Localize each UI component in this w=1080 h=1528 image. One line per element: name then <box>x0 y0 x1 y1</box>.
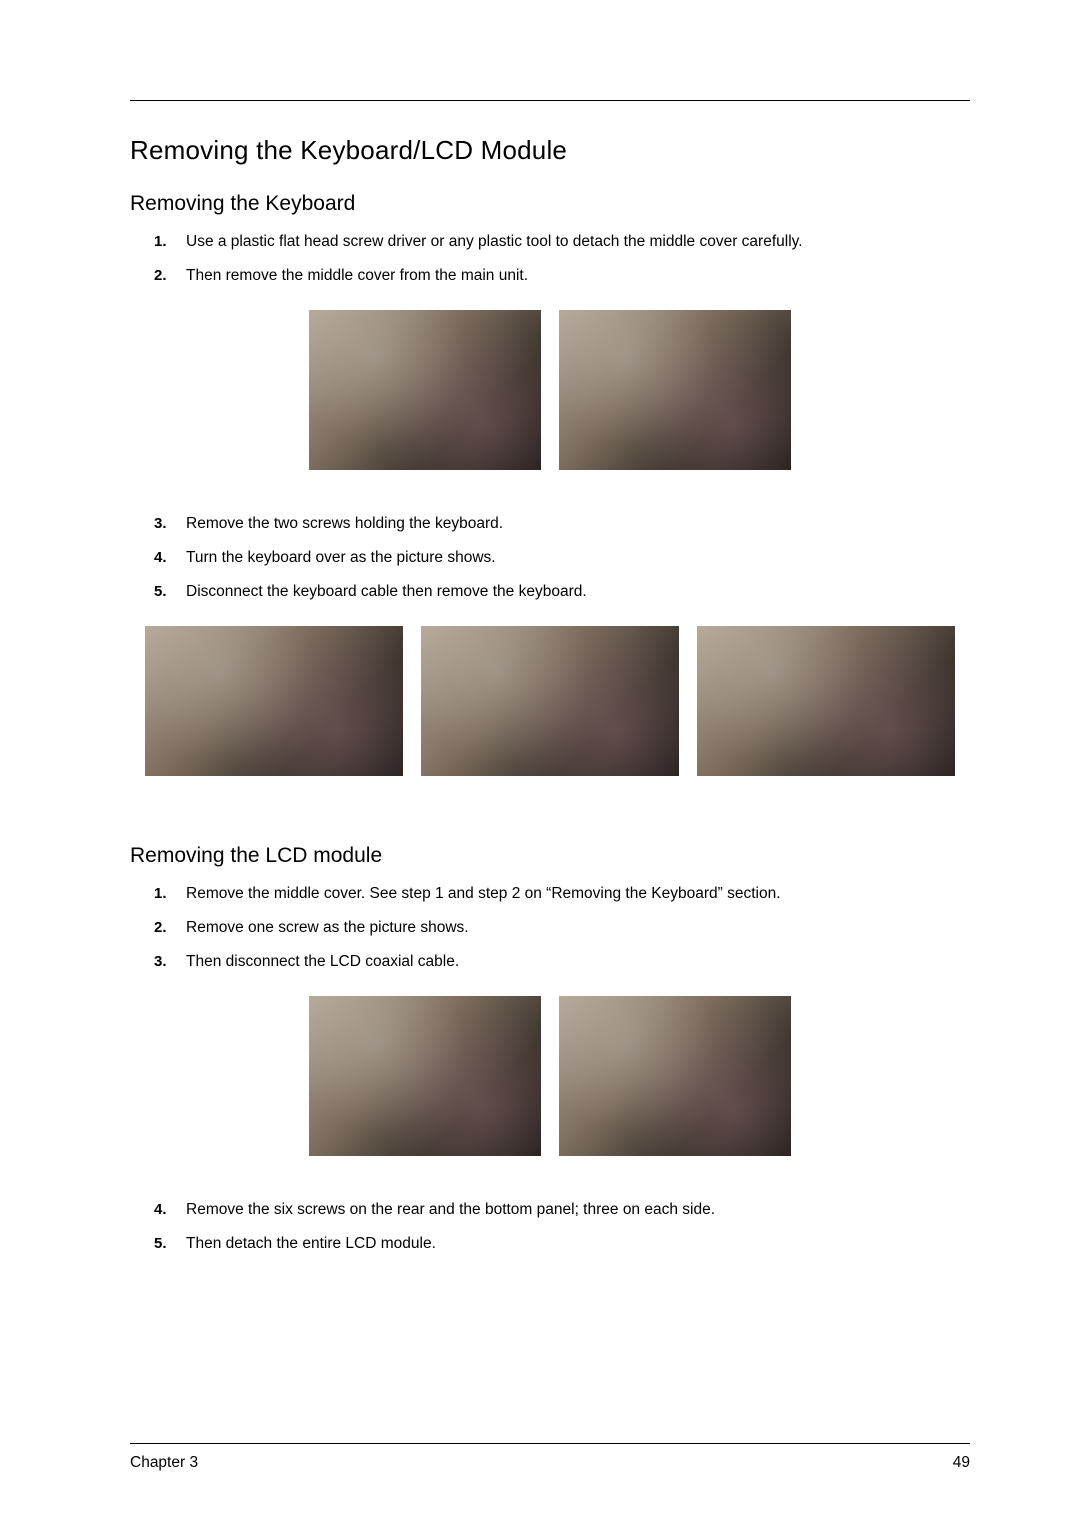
list-item: 3. Then disconnect the LCD coaxial cable… <box>186 950 970 974</box>
page-footer: Chapter 3 49 <box>130 1443 970 1472</box>
list-item: 5. Then detach the entire LCD module. <box>186 1232 970 1256</box>
top-rule <box>130 100 970 101</box>
step-text: Then disconnect the LCD coaxial cable. <box>186 953 459 970</box>
step-number: 1. <box>154 230 167 253</box>
section-gap <box>130 818 970 844</box>
page-title: Removing the Keyboard/LCD Module <box>130 135 970 166</box>
steps-list-1b: 3. Remove the two screws holding the key… <box>130 512 970 604</box>
steps-list-1a: 1. Use a plastic flat head screw driver … <box>130 230 970 288</box>
instruction-photo <box>309 310 541 470</box>
step-text: Turn the keyboard over as the picture sh… <box>186 549 496 566</box>
instruction-photo <box>559 310 791 470</box>
step-text: Remove the two screws holding the keyboa… <box>186 515 503 532</box>
step-text: Then remove the middle cover from the ma… <box>186 267 528 284</box>
step-text: Use a plastic flat head screw driver or … <box>186 233 803 250</box>
image-row-1a <box>130 310 970 470</box>
step-text: Remove the six screws on the rear and th… <box>186 1201 715 1218</box>
step-number: 3. <box>154 950 167 973</box>
step-number: 5. <box>154 580 167 603</box>
step-number: 5. <box>154 1232 167 1255</box>
step-text: Then detach the entire LCD module. <box>186 1235 436 1252</box>
instruction-photo <box>145 626 403 776</box>
list-item: 1. Remove the middle cover. See step 1 a… <box>186 882 970 906</box>
step-number: 2. <box>154 916 167 939</box>
instruction-photo <box>697 626 955 776</box>
step-number: 3. <box>154 512 167 535</box>
image-row-1b <box>130 626 970 776</box>
footer-page-number: 49 <box>953 1454 970 1472</box>
step-number: 2. <box>154 264 167 287</box>
list-item: 1. Use a plastic flat head screw driver … <box>186 230 970 254</box>
steps-list-2a: 1. Remove the middle cover. See step 1 a… <box>130 882 970 974</box>
list-item: 2. Remove one screw as the picture shows… <box>186 916 970 940</box>
instruction-photo <box>421 626 679 776</box>
step-text: Remove the middle cover. See step 1 and … <box>186 885 781 902</box>
step-text: Remove one screw as the picture shows. <box>186 919 469 936</box>
list-item: 4. Turn the keyboard over as the picture… <box>186 546 970 570</box>
step-number: 1. <box>154 882 167 905</box>
image-row-2a <box>130 996 970 1156</box>
section-heading-2: Removing the LCD module <box>130 844 970 868</box>
steps-list-2b: 4. Remove the six screws on the rear and… <box>130 1198 970 1256</box>
instruction-photo <box>309 996 541 1156</box>
list-item: 2. Then remove the middle cover from the… <box>186 264 970 288</box>
list-item: 4. Remove the six screws on the rear and… <box>186 1198 970 1222</box>
document-page: Removing the Keyboard/LCD Module Removin… <box>0 0 1080 1528</box>
list-item: 3. Remove the two screws holding the key… <box>186 512 970 536</box>
instruction-photo <box>559 996 791 1156</box>
step-text: Disconnect the keyboard cable then remov… <box>186 583 587 600</box>
step-number: 4. <box>154 546 167 569</box>
step-number: 4. <box>154 1198 167 1221</box>
footer-chapter: Chapter 3 <box>130 1454 198 1472</box>
list-item: 5. Disconnect the keyboard cable then re… <box>186 580 970 604</box>
section-heading-1: Removing the Keyboard <box>130 192 970 216</box>
